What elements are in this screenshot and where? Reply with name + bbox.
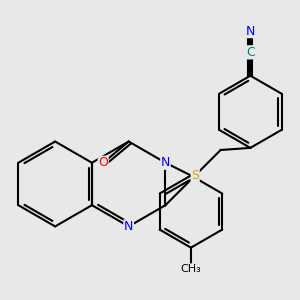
Text: CH₃: CH₃ [181,264,201,274]
Text: S: S [191,169,199,182]
Text: N: N [124,220,134,233]
Text: C: C [246,46,255,59]
Text: N: N [246,25,255,38]
Text: N: N [161,156,170,169]
Text: O: O [98,156,108,169]
